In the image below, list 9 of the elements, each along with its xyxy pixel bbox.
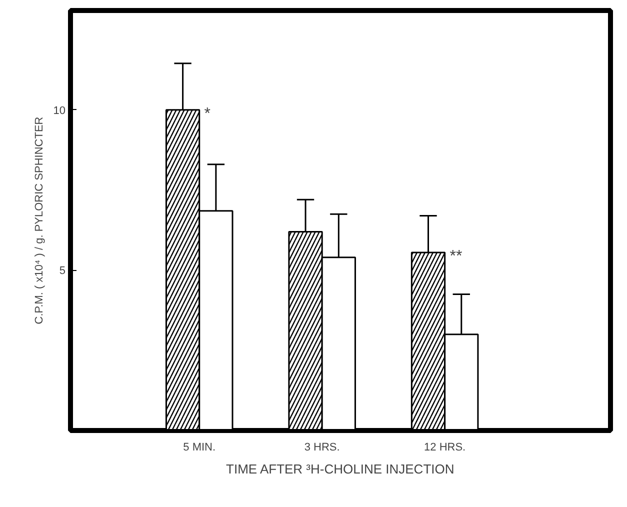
x-tick-label: 3 HRS. xyxy=(304,442,340,454)
y-tick-label: 10 xyxy=(53,104,66,117)
y-axis-title: C.P.M. ( x10⁴ ) / g. PYLORIC SPHINCTER xyxy=(33,116,46,324)
x-tick-label: 12 HRS. xyxy=(424,442,466,454)
x-axis-title: TIME AFTER ³H-CHOLINE INJECTION xyxy=(226,462,454,476)
annotation: ** xyxy=(450,248,462,266)
y-tick-label: 5 xyxy=(59,265,66,278)
annotation: * xyxy=(204,105,211,122)
x-tick-label: 5 MIN. xyxy=(183,442,216,454)
